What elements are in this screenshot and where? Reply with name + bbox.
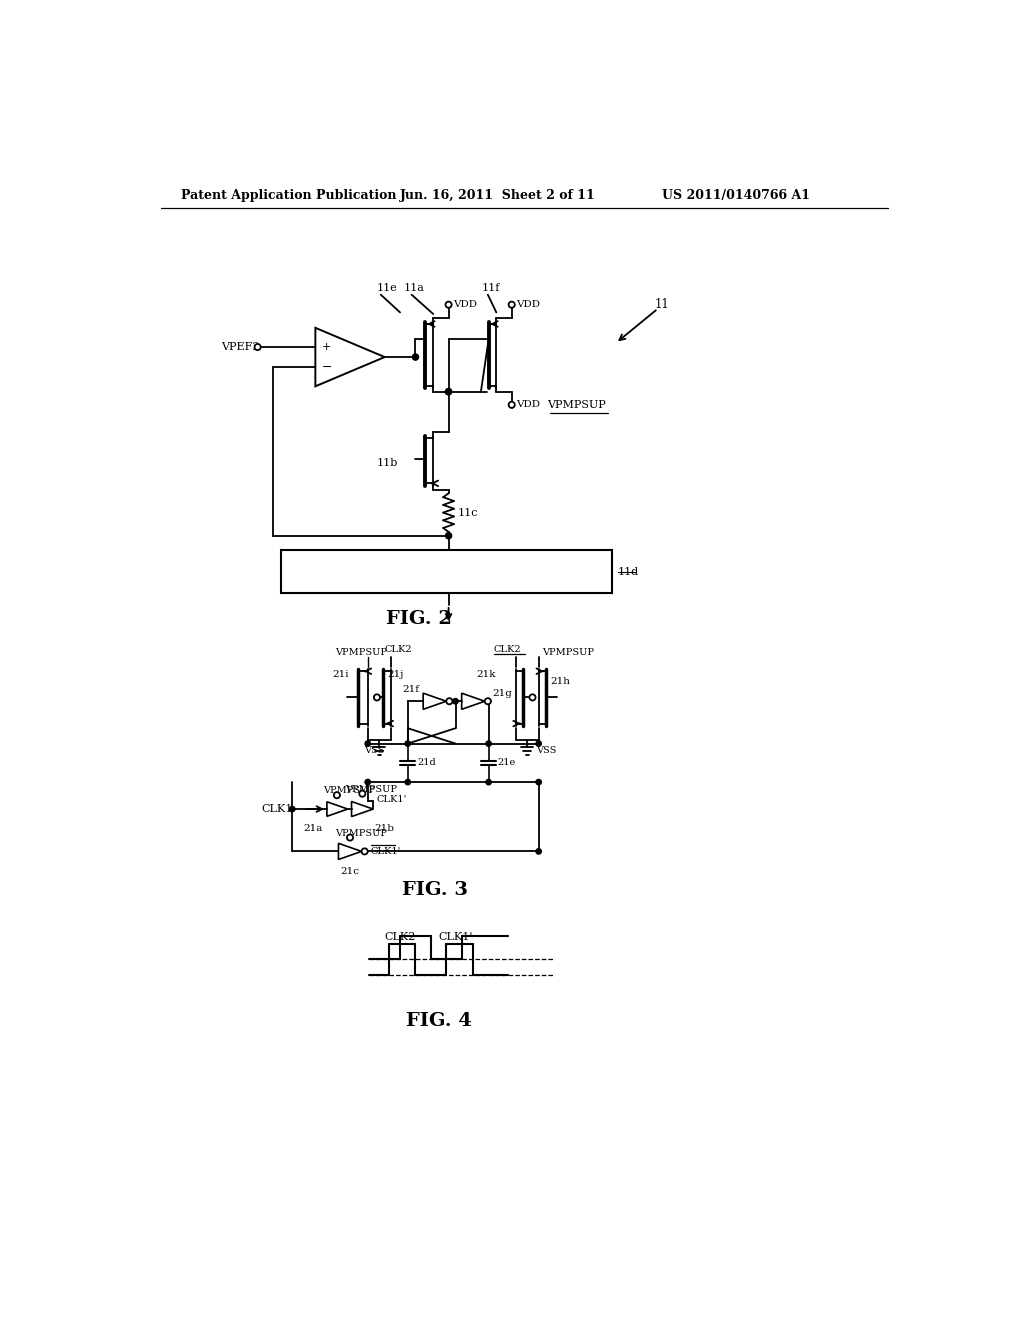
Text: VPMPSUP: VPMPSUP bbox=[335, 829, 387, 838]
Circle shape bbox=[445, 532, 452, 539]
Text: VDD: VDD bbox=[516, 300, 541, 309]
Text: VPMPSUP: VPMPSUP bbox=[547, 400, 606, 409]
Text: 11a: 11a bbox=[403, 284, 425, 293]
Circle shape bbox=[536, 741, 542, 746]
Text: −: − bbox=[322, 362, 332, 375]
Text: +: + bbox=[322, 342, 331, 352]
Text: CLK2: CLK2 bbox=[385, 932, 416, 942]
Circle shape bbox=[365, 779, 371, 785]
Circle shape bbox=[347, 834, 353, 841]
Text: FIG. 3: FIG. 3 bbox=[401, 880, 468, 899]
Text: 11d: 11d bbox=[617, 566, 639, 577]
Text: 11c: 11c bbox=[458, 508, 478, 517]
Circle shape bbox=[509, 401, 515, 408]
Text: 11: 11 bbox=[654, 298, 669, 312]
Text: FIG. 2: FIG. 2 bbox=[386, 610, 453, 628]
Text: VSS: VSS bbox=[537, 746, 557, 755]
Circle shape bbox=[361, 849, 368, 854]
Text: CLK2: CLK2 bbox=[385, 644, 413, 653]
Text: VPMPSUP: VPMPSUP bbox=[543, 648, 595, 657]
Text: 21g: 21g bbox=[493, 689, 512, 698]
Circle shape bbox=[536, 779, 542, 785]
Circle shape bbox=[445, 388, 452, 395]
Bar bbox=[281, 549, 611, 594]
Text: 11e: 11e bbox=[377, 284, 397, 293]
Text: VDD: VDD bbox=[516, 400, 541, 409]
Text: 11b: 11b bbox=[377, 458, 398, 467]
Text: 21a: 21a bbox=[304, 824, 323, 833]
Text: VPEF2: VPEF2 bbox=[221, 342, 260, 352]
Circle shape bbox=[290, 807, 295, 812]
Text: 21e: 21e bbox=[498, 759, 516, 767]
Circle shape bbox=[486, 779, 492, 785]
Text: 21k: 21k bbox=[477, 669, 497, 678]
Circle shape bbox=[334, 792, 340, 799]
Text: VPMPSUP: VPMPSUP bbox=[323, 787, 375, 795]
Text: 21j: 21j bbox=[387, 669, 403, 678]
Text: 11f: 11f bbox=[481, 284, 500, 293]
Text: 21d: 21d bbox=[417, 759, 436, 767]
Circle shape bbox=[446, 698, 453, 705]
Circle shape bbox=[484, 698, 490, 705]
Text: CLK1': CLK1' bbox=[438, 932, 473, 942]
Circle shape bbox=[453, 698, 458, 704]
Text: Jun. 16, 2011  Sheet 2 of 11: Jun. 16, 2011 Sheet 2 of 11 bbox=[400, 189, 596, 202]
Text: CLK1: CLK1 bbox=[261, 804, 293, 814]
Circle shape bbox=[486, 741, 492, 746]
Circle shape bbox=[359, 791, 366, 797]
Circle shape bbox=[529, 694, 536, 701]
Circle shape bbox=[536, 849, 542, 854]
Text: 21b: 21b bbox=[375, 824, 394, 833]
Text: VPMPSUP: VPMPSUP bbox=[336, 648, 387, 657]
Text: VSS: VSS bbox=[364, 746, 384, 755]
Circle shape bbox=[406, 779, 411, 785]
Text: US 2011/0140766 A1: US 2011/0140766 A1 bbox=[662, 189, 810, 202]
Text: CLK2: CLK2 bbox=[494, 644, 521, 653]
Circle shape bbox=[406, 741, 411, 746]
Text: CLK1': CLK1' bbox=[377, 796, 408, 804]
Circle shape bbox=[445, 388, 452, 395]
Circle shape bbox=[413, 354, 419, 360]
Text: VDD: VDD bbox=[454, 300, 477, 309]
Circle shape bbox=[365, 741, 371, 746]
Text: Patent Application Publication: Patent Application Publication bbox=[180, 189, 396, 202]
Text: CLK1': CLK1' bbox=[371, 847, 401, 855]
Text: 21i: 21i bbox=[332, 669, 348, 678]
Circle shape bbox=[255, 345, 261, 350]
Circle shape bbox=[445, 302, 452, 308]
Text: FIG. 4: FIG. 4 bbox=[406, 1012, 471, 1030]
Text: 21c: 21c bbox=[341, 867, 359, 875]
Text: 21h: 21h bbox=[550, 677, 570, 686]
Text: VPMPSUP: VPMPSUP bbox=[345, 784, 397, 793]
Circle shape bbox=[374, 694, 380, 701]
Text: 21f: 21f bbox=[402, 685, 419, 694]
Circle shape bbox=[509, 302, 515, 308]
